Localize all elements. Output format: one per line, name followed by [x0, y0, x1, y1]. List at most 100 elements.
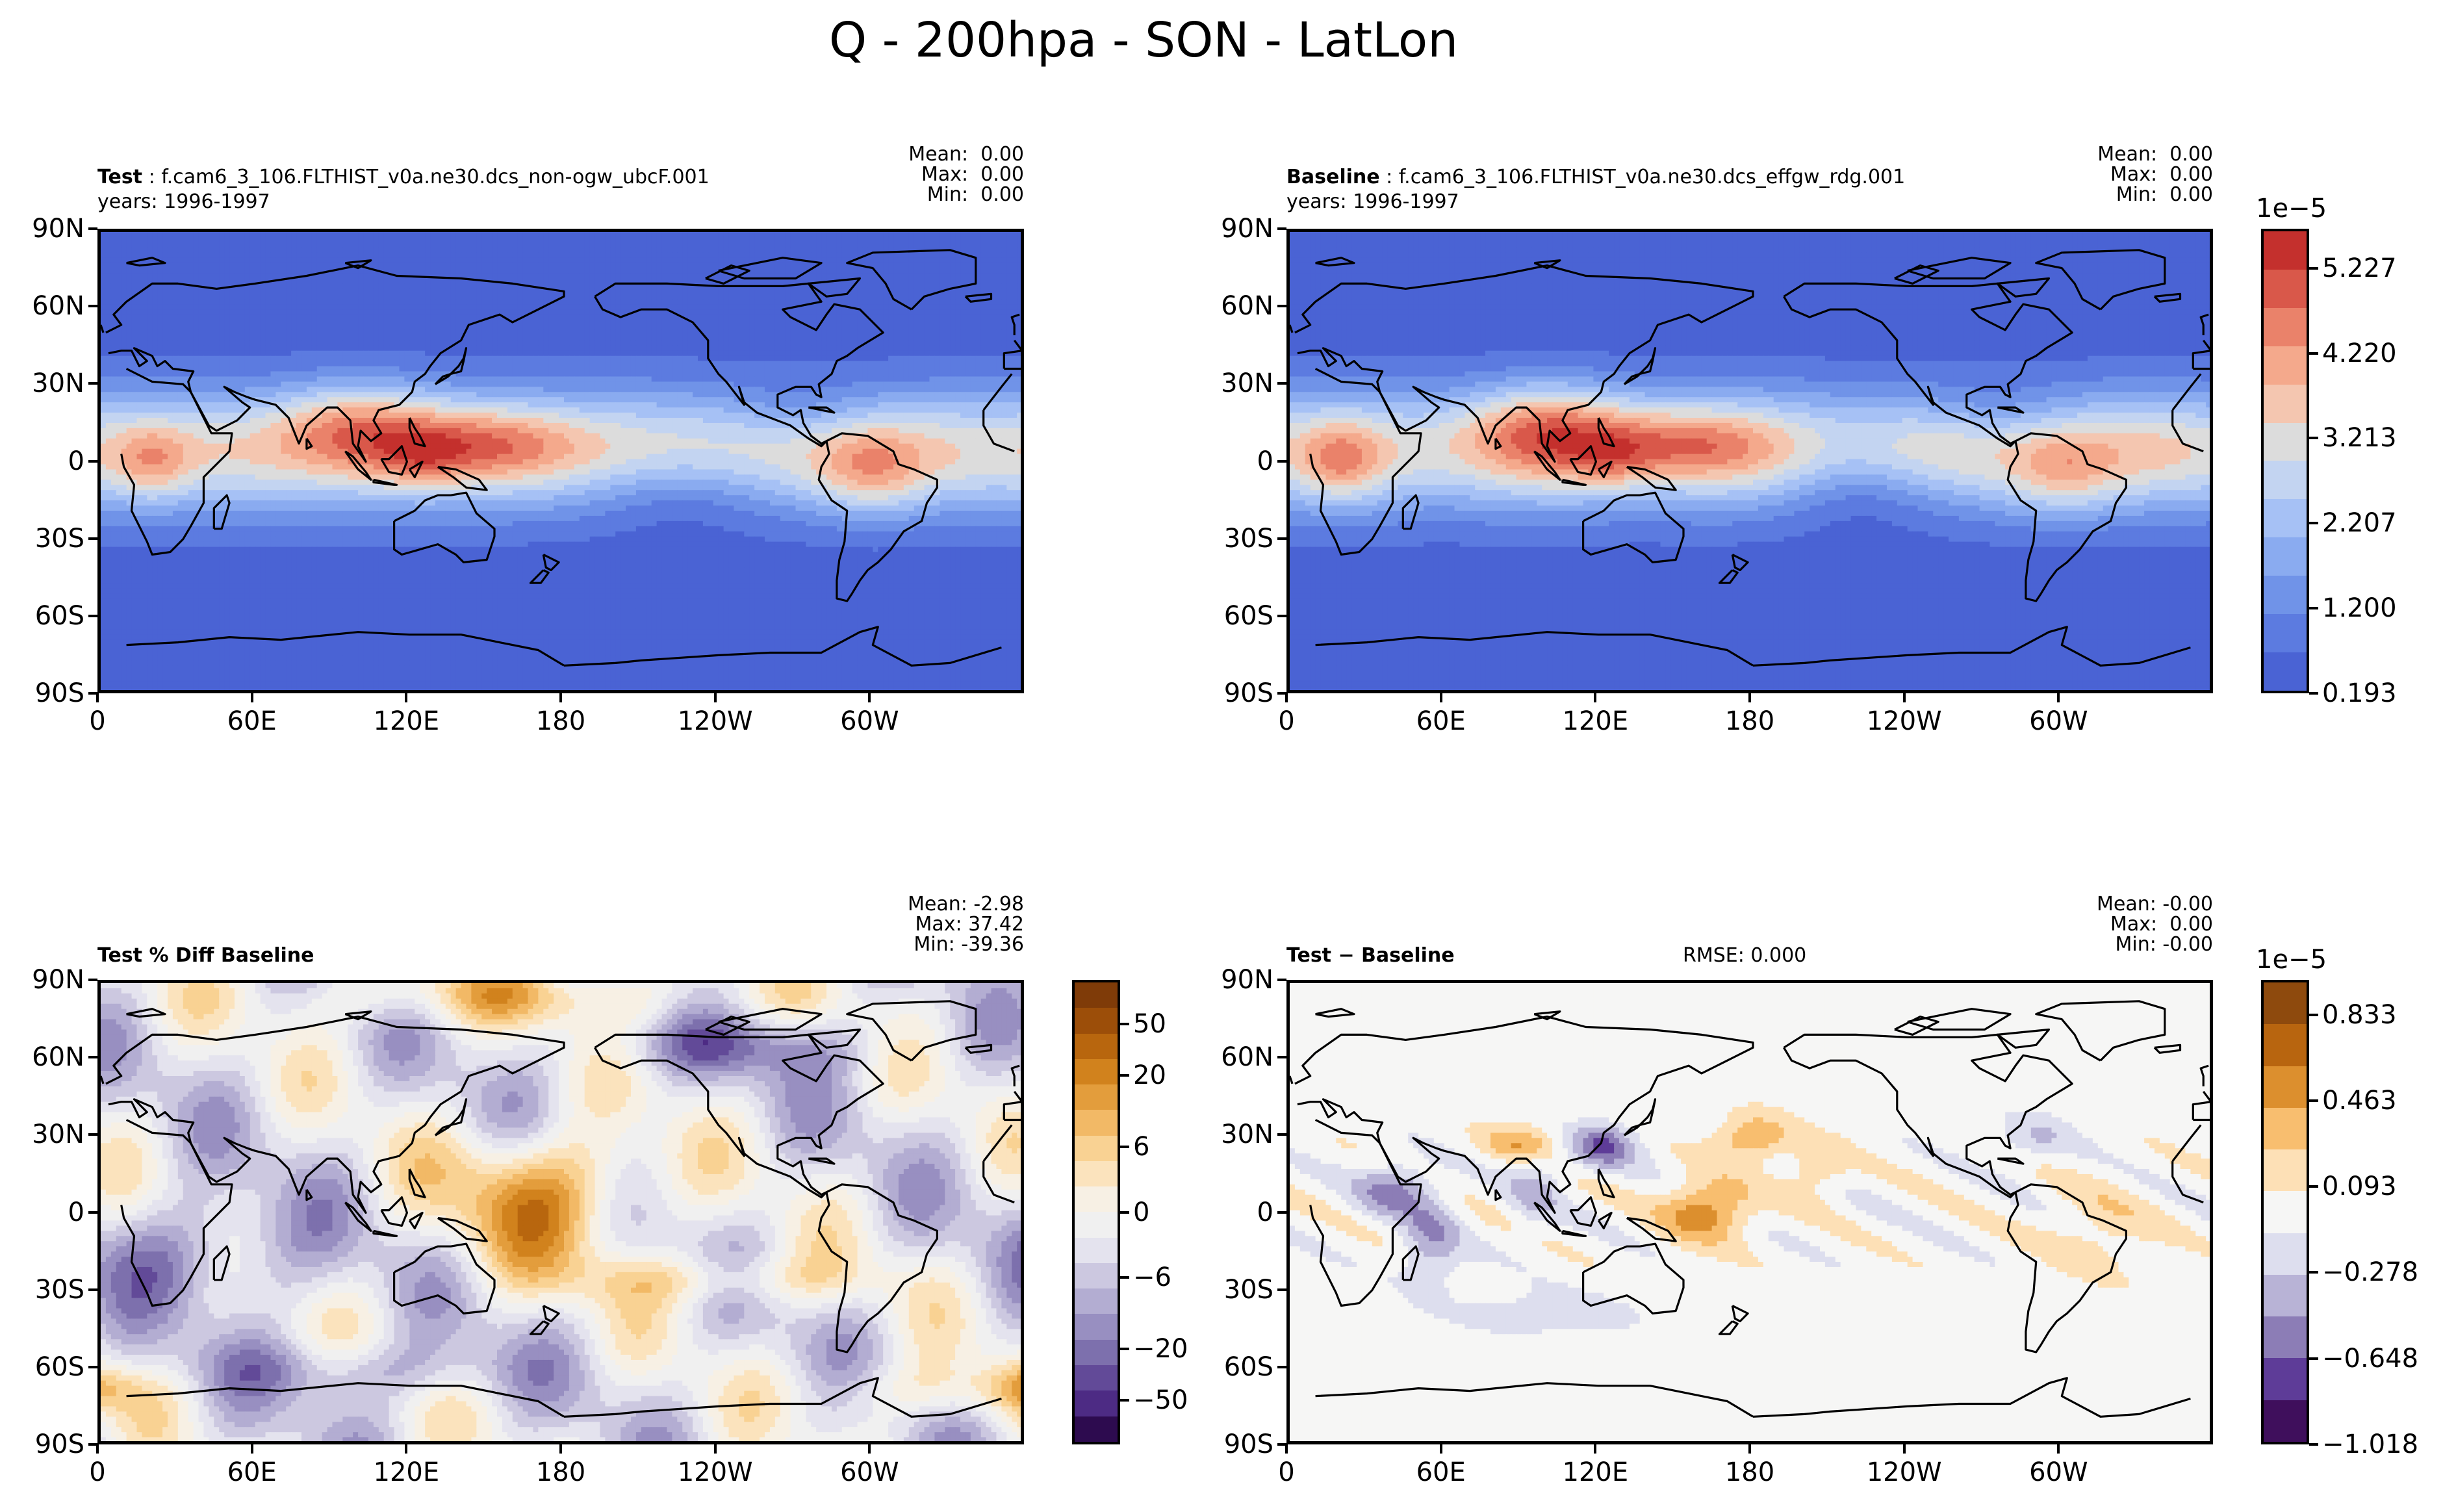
field-cell — [631, 366, 637, 372]
field-cell — [837, 346, 843, 352]
field-cell — [749, 314, 755, 320]
field-cell — [703, 232, 709, 238]
field-cell — [173, 232, 179, 238]
field-cell — [420, 288, 426, 294]
field-cell — [502, 325, 508, 331]
field-cell — [811, 346, 817, 352]
field-cell — [548, 356, 554, 362]
field-cell — [261, 263, 266, 269]
field-cell — [1012, 346, 1017, 352]
field-cell — [173, 263, 179, 269]
field-cell — [394, 366, 400, 372]
field-cell — [605, 372, 611, 378]
field-cell — [899, 335, 904, 341]
field-cell — [744, 299, 750, 305]
field-cell — [760, 351, 765, 357]
field-cell — [245, 356, 251, 362]
field-cell — [142, 274, 147, 279]
field-cell — [791, 325, 797, 331]
field-cell — [955, 242, 961, 248]
field-cell — [862, 325, 868, 331]
field-cell — [780, 330, 786, 336]
field-cell — [281, 351, 287, 357]
field-cell — [873, 366, 878, 372]
field-cell — [461, 242, 467, 248]
field-cell — [585, 253, 591, 259]
field-cell — [183, 330, 189, 336]
field-cell — [667, 340, 672, 346]
field-cell — [255, 299, 261, 305]
field-cell — [487, 242, 492, 248]
field-cell — [760, 232, 765, 238]
field-cell — [620, 294, 626, 300]
field-cell — [693, 279, 698, 285]
field-cell — [852, 288, 858, 294]
field-cell — [219, 274, 225, 279]
field-cell — [559, 372, 565, 378]
field-cell — [270, 299, 276, 305]
field-cell — [950, 346, 956, 352]
field-cell — [770, 253, 776, 259]
field-cell — [940, 314, 945, 320]
field-cell — [487, 356, 492, 362]
field-cell — [420, 325, 426, 331]
field-cell — [513, 253, 518, 259]
field-cell — [374, 294, 379, 300]
field-cell — [765, 335, 771, 341]
field-cell — [235, 237, 240, 243]
field-cell — [966, 258, 971, 264]
field-cell — [1001, 232, 1007, 238]
field-cell — [471, 258, 477, 264]
field-cell — [595, 232, 601, 238]
field-cell — [971, 288, 977, 294]
field-cell — [435, 253, 441, 259]
field-cell — [322, 314, 328, 320]
field-cell — [162, 268, 168, 274]
field-cell — [559, 356, 565, 362]
field-cell — [554, 366, 559, 372]
field-cell — [914, 232, 920, 238]
field-cell — [940, 279, 945, 285]
field-cell — [523, 330, 529, 336]
field-cell — [904, 288, 910, 294]
field-cell — [826, 366, 832, 372]
field-cell — [739, 258, 745, 264]
field-cell — [194, 253, 199, 259]
field-cell — [430, 294, 436, 300]
field-cell — [435, 263, 441, 269]
field-cell — [904, 294, 910, 300]
field-cell — [333, 356, 339, 362]
field-cell — [687, 366, 693, 372]
field-cell — [183, 274, 189, 279]
field-cell — [600, 279, 606, 285]
field-cell — [1001, 283, 1007, 289]
field-cell — [754, 320, 760, 326]
field-cell — [404, 340, 410, 346]
field-cell — [127, 335, 133, 341]
field-cell — [162, 309, 168, 315]
field-cell — [476, 288, 482, 294]
field-cell — [194, 263, 199, 269]
field-cell — [687, 325, 693, 331]
field-cell — [754, 268, 760, 274]
field-cell — [132, 288, 138, 294]
field-cell — [466, 253, 472, 259]
field-cell — [919, 320, 925, 326]
field-cell — [883, 356, 889, 362]
field-cell — [379, 279, 385, 285]
field-cell — [322, 232, 328, 238]
field-cell — [245, 304, 251, 310]
field-cell — [502, 351, 508, 357]
field-cell — [605, 314, 611, 320]
field-cell — [446, 258, 452, 264]
field-cell — [497, 351, 503, 357]
field-cell — [605, 361, 611, 367]
field-cell — [883, 346, 889, 352]
field-cell — [173, 372, 179, 378]
field-cell — [451, 258, 457, 264]
field-cell — [209, 372, 214, 378]
field-cell — [940, 258, 945, 264]
field-cell — [404, 304, 410, 310]
field-cell — [266, 232, 272, 238]
field-cell — [132, 304, 138, 310]
